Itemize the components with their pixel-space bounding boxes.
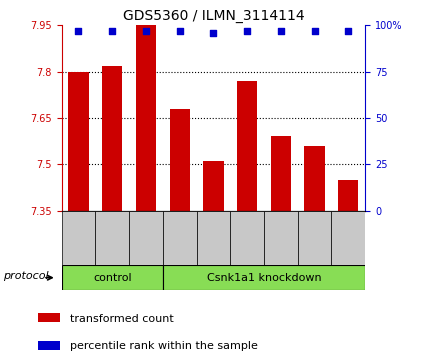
Bar (38, 341, 60, 350)
Bar (338, 180, 359, 211)
Point (210, 30, 217, 36)
Bar (62, 211, 95, 265)
Bar (102, 65, 122, 211)
Bar (237, 81, 257, 211)
Text: percentile rank within the sample: percentile rank within the sample (70, 342, 257, 351)
Point (109, 28, 116, 34)
Bar (230, 211, 264, 265)
Point (176, 28, 183, 34)
Text: transformed count: transformed count (70, 314, 173, 324)
Point (244, 28, 251, 34)
Text: control: control (93, 273, 132, 283)
Bar (62, 265, 163, 290)
Title: GDS5360 / ILMN_3114114: GDS5360 / ILMN_3114114 (123, 9, 304, 23)
Point (277, 28, 284, 34)
Bar (163, 211, 197, 265)
Bar (331, 211, 365, 265)
Bar (68, 72, 88, 211)
Bar (38, 313, 60, 322)
Bar (169, 109, 190, 211)
Point (345, 28, 352, 34)
Bar (197, 211, 230, 265)
Point (75, 28, 82, 34)
Point (143, 28, 150, 34)
Point (311, 28, 318, 34)
Bar (129, 211, 163, 265)
Text: Csnk1a1 knockdown: Csnk1a1 knockdown (207, 273, 321, 283)
Bar (95, 211, 129, 265)
Bar (264, 211, 298, 265)
Text: protocol: protocol (3, 272, 49, 281)
Bar (163, 265, 365, 290)
Bar (304, 146, 325, 211)
Bar (203, 161, 224, 211)
Bar (271, 136, 291, 211)
Bar (298, 211, 331, 265)
Bar (136, 25, 156, 211)
